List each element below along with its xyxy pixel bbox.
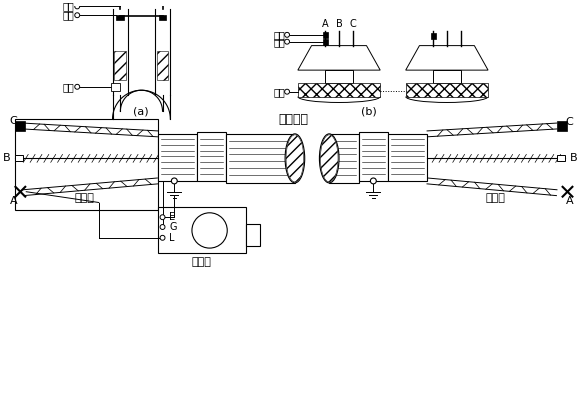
Text: 线芯: 线芯 bbox=[63, 1, 74, 11]
Ellipse shape bbox=[286, 135, 304, 182]
Bar bbox=[557, 156, 564, 161]
Circle shape bbox=[285, 32, 289, 37]
Circle shape bbox=[192, 213, 227, 248]
Bar bbox=[388, 134, 427, 181]
Text: B: B bbox=[570, 153, 577, 163]
Text: 屏蔽: 屏蔽 bbox=[63, 10, 74, 20]
Bar bbox=[16, 156, 23, 161]
Text: (a): (a) bbox=[133, 106, 148, 116]
Text: 线芯: 线芯 bbox=[273, 30, 285, 40]
Bar bbox=[226, 134, 295, 183]
Bar bbox=[298, 83, 380, 97]
Text: 保护环: 保护环 bbox=[486, 192, 506, 202]
Text: B: B bbox=[3, 153, 10, 163]
Text: 接地: 接地 bbox=[63, 82, 74, 92]
Bar bbox=[329, 134, 358, 183]
Bar bbox=[246, 224, 260, 246]
Bar bbox=[158, 134, 197, 181]
Text: 屏蔽: 屏蔽 bbox=[273, 37, 285, 47]
Bar bbox=[158, 15, 166, 20]
Text: A: A bbox=[322, 19, 329, 29]
Text: C: C bbox=[349, 19, 356, 29]
Text: 电力电缆: 电力电缆 bbox=[278, 113, 308, 126]
Bar bbox=[16, 121, 26, 131]
Text: C: C bbox=[10, 116, 17, 126]
Bar bbox=[158, 208, 246, 254]
Bar bbox=[323, 39, 328, 45]
Text: (b): (b) bbox=[361, 106, 376, 116]
Bar bbox=[557, 121, 567, 131]
Circle shape bbox=[285, 89, 289, 94]
Circle shape bbox=[160, 224, 165, 230]
Text: 兆欧表: 兆欧表 bbox=[192, 258, 212, 268]
Bar bbox=[117, 15, 124, 20]
Text: 保护环: 保护环 bbox=[74, 192, 94, 202]
Bar bbox=[433, 70, 461, 83]
Circle shape bbox=[160, 215, 165, 220]
Bar bbox=[16, 119, 158, 210]
Bar bbox=[358, 132, 388, 181]
Circle shape bbox=[75, 4, 79, 9]
Ellipse shape bbox=[320, 134, 339, 183]
Ellipse shape bbox=[320, 135, 338, 182]
Circle shape bbox=[371, 178, 376, 184]
Text: A: A bbox=[10, 196, 17, 206]
Bar bbox=[157, 50, 168, 80]
Circle shape bbox=[171, 178, 177, 184]
Text: C: C bbox=[566, 117, 574, 127]
Text: E: E bbox=[169, 212, 176, 222]
Circle shape bbox=[160, 235, 165, 240]
Bar bbox=[325, 70, 353, 83]
Circle shape bbox=[75, 84, 79, 89]
Text: 接地: 接地 bbox=[273, 87, 285, 97]
Text: B: B bbox=[336, 19, 342, 29]
Bar bbox=[431, 33, 436, 39]
Ellipse shape bbox=[285, 134, 305, 183]
Text: G: G bbox=[169, 222, 177, 232]
Circle shape bbox=[75, 13, 79, 18]
Circle shape bbox=[285, 39, 289, 44]
Bar bbox=[197, 132, 226, 181]
Bar bbox=[114, 50, 126, 80]
Bar bbox=[111, 83, 121, 91]
Bar bbox=[405, 83, 488, 97]
Text: L: L bbox=[169, 233, 175, 243]
Polygon shape bbox=[298, 46, 380, 70]
Polygon shape bbox=[405, 46, 488, 70]
Text: A: A bbox=[566, 196, 573, 206]
Bar bbox=[323, 32, 328, 38]
